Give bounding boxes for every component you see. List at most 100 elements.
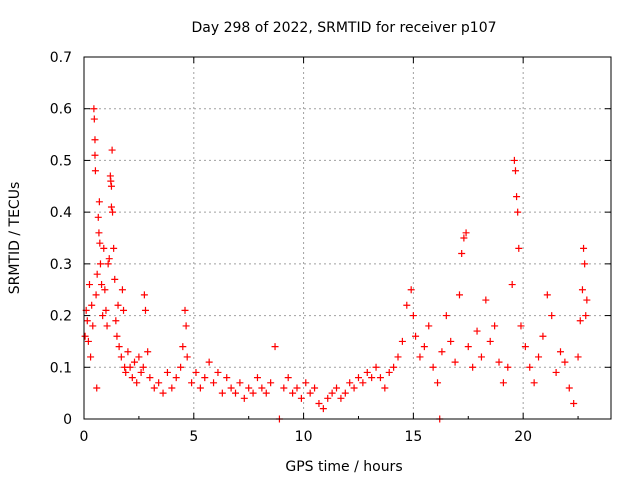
data-point (205, 358, 213, 366)
data-point (88, 301, 96, 309)
data-point (376, 374, 384, 382)
data-point (168, 384, 176, 392)
data-point (159, 389, 167, 397)
x-tick-label: 15 (404, 429, 422, 445)
y-tick-label: 0.4 (50, 205, 72, 221)
data-point (328, 389, 336, 397)
data-point (98, 281, 106, 289)
data-point (574, 353, 582, 361)
data-point (107, 177, 115, 185)
data-point (297, 394, 305, 402)
data-point (455, 291, 463, 299)
data-point (144, 348, 152, 356)
data-point (337, 394, 345, 402)
data-point (341, 389, 349, 397)
data-point (530, 379, 538, 387)
data-point (561, 358, 569, 366)
data-point (155, 379, 163, 387)
data-point (118, 286, 126, 294)
data-point (91, 136, 99, 144)
data-point (117, 353, 125, 361)
data-point (495, 358, 503, 366)
data-point (93, 270, 101, 278)
data-point (126, 363, 134, 371)
data-point (306, 389, 314, 397)
data-point (447, 337, 455, 345)
data-point (232, 389, 240, 397)
data-point (111, 275, 119, 283)
data-point (381, 384, 389, 392)
x-tick-label: 5 (189, 429, 198, 445)
data-point (477, 353, 485, 361)
data-point (434, 379, 442, 387)
data-point (280, 384, 288, 392)
y-tick-label: 0.1 (50, 360, 72, 376)
chart-title: Day 298 of 2022, SRMTID for receiver p10… (191, 20, 496, 36)
y-tick-label: 0.7 (50, 50, 72, 66)
data-point (163, 368, 171, 376)
data-point (420, 343, 428, 351)
data-point (131, 358, 139, 366)
data-point (491, 322, 499, 330)
data-point (96, 260, 104, 268)
data-point (87, 353, 95, 361)
data-point (346, 379, 354, 387)
data-point (580, 244, 588, 252)
data-point (576, 317, 584, 325)
data-point (182, 322, 190, 330)
data-point (398, 337, 406, 345)
data-point (578, 286, 586, 294)
data-point (133, 379, 141, 387)
data-point (177, 363, 185, 371)
data-point (249, 389, 257, 397)
data-point (267, 379, 275, 387)
data-point (429, 363, 437, 371)
data-point (101, 286, 109, 294)
grid-lines (84, 57, 611, 419)
data-point (514, 208, 522, 216)
data-point (412, 332, 420, 340)
data-point (100, 244, 108, 252)
data-point (464, 343, 472, 351)
data-point (103, 322, 111, 330)
data-point (83, 317, 91, 325)
data-point (120, 306, 128, 314)
data-point (105, 255, 113, 263)
plot-frame (83, 56, 612, 420)
data-point (526, 363, 534, 371)
data-point (368, 374, 376, 382)
data-point (504, 363, 512, 371)
data-point (513, 193, 521, 201)
data-point (141, 306, 149, 314)
data-point (240, 394, 248, 402)
data-point (91, 151, 99, 159)
data-point (258, 384, 266, 392)
axis-ticks: 0 5 10 15 20 0 0.1 0.2 0.3 0.4 0.5 0.6 0.7 (50, 50, 611, 445)
data-point (582, 312, 590, 320)
data-point (93, 384, 101, 392)
y-tick-label: 0 (63, 412, 72, 428)
data-point (253, 374, 261, 382)
data-point (442, 312, 450, 320)
data-point (146, 374, 154, 382)
data-point (372, 363, 380, 371)
data-point (124, 348, 132, 356)
data-point (102, 306, 110, 314)
data-point (319, 405, 327, 413)
data-point (181, 306, 189, 314)
data-point (201, 374, 209, 382)
data-point (95, 198, 103, 206)
data-point (510, 156, 518, 164)
data-point (425, 322, 433, 330)
data-point (403, 301, 411, 309)
data-point (482, 296, 490, 304)
data-point (486, 337, 494, 345)
data-point (354, 374, 362, 382)
data-point (324, 394, 332, 402)
data-point (473, 327, 481, 335)
data-point (539, 332, 547, 340)
data-point (311, 384, 319, 392)
data-point (289, 389, 297, 397)
data-point (210, 379, 218, 387)
data-point (458, 250, 466, 258)
